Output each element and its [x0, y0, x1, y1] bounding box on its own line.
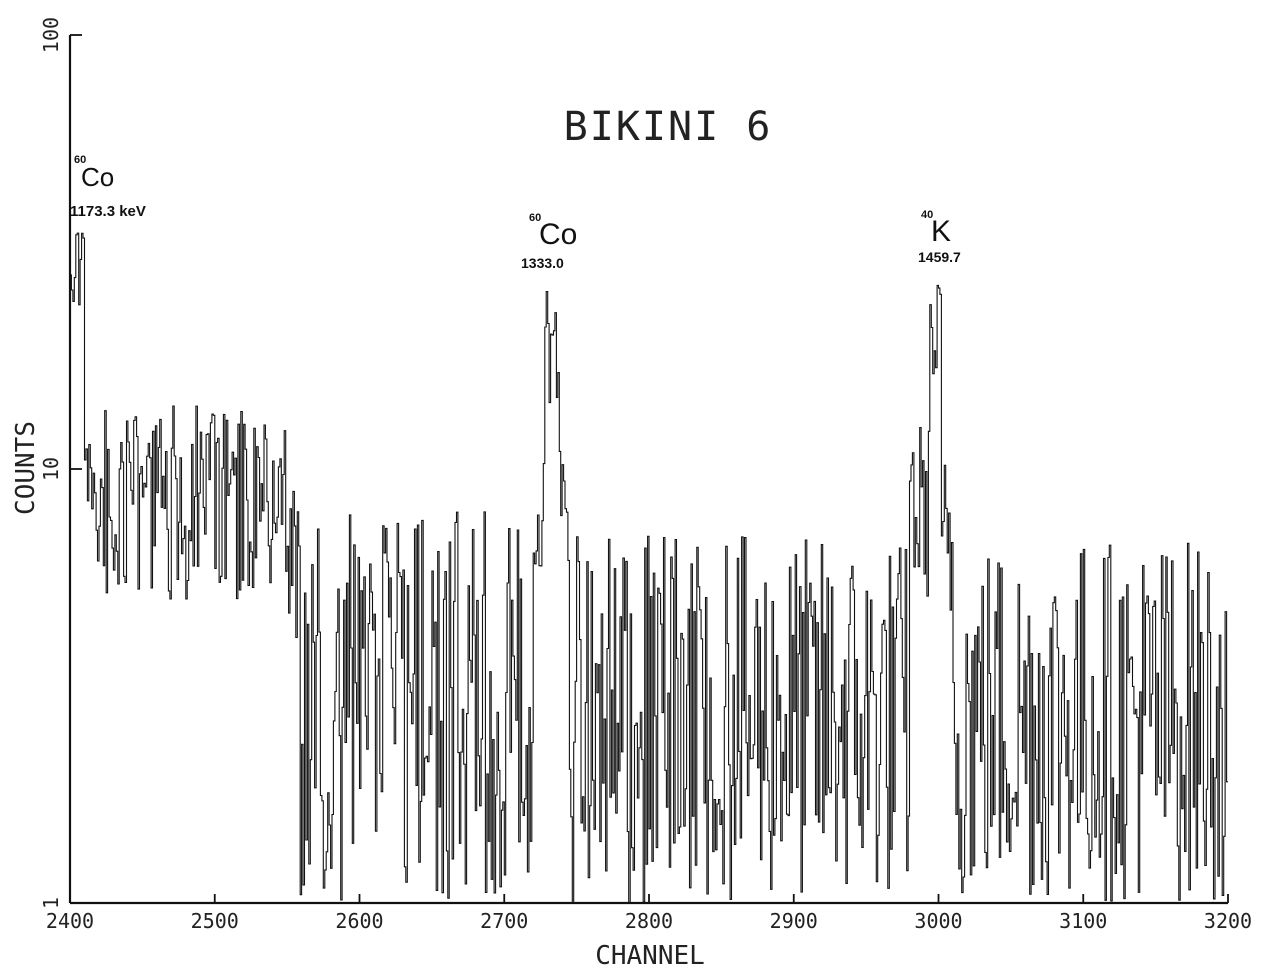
x-tick-label: 3200	[1204, 909, 1252, 933]
x-axis-label: CHANNEL	[595, 941, 705, 971]
y-tick-label: 1	[39, 897, 63, 909]
y-axis-label: COUNTS	[11, 421, 41, 515]
isotope-symbol-label: Co	[539, 218, 577, 251]
x-tick-label: 2900	[770, 909, 818, 933]
isotope-mass-label: 60	[74, 154, 86, 166]
x-tick-label: 2500	[191, 909, 239, 933]
x-tick-label: 3100	[1059, 909, 1107, 933]
x-tick-label: 2700	[480, 909, 528, 933]
peak-energy-label: 1333.0	[521, 255, 564, 271]
x-tick-label: 2800	[625, 909, 673, 933]
peak-energy-label: 1459.7	[918, 249, 961, 265]
peak-energy-label: 1173.3 keV	[70, 203, 146, 220]
isotope-mass-label: 40	[921, 209, 933, 221]
x-tick-label: 2400	[46, 909, 94, 933]
spectrum-line	[70, 232, 1228, 904]
x-tick-label: 2600	[335, 909, 383, 933]
axes: 2400 2500 2600 2700 2800 2900 3000 3100 3200 1 10 1…	[39, 17, 1252, 933]
y-tick-label: 100	[39, 17, 63, 53]
isotope-symbol-label: K	[931, 215, 951, 248]
isotope-mass-label: 60	[529, 212, 541, 224]
spectrum-series	[70, 232, 1228, 904]
isotope-symbol-label: Co	[81, 162, 114, 192]
x-tick-label: 3000	[914, 909, 962, 933]
y-tick-label: 10	[39, 457, 63, 481]
chart-title: BIKINI 6	[564, 104, 773, 150]
